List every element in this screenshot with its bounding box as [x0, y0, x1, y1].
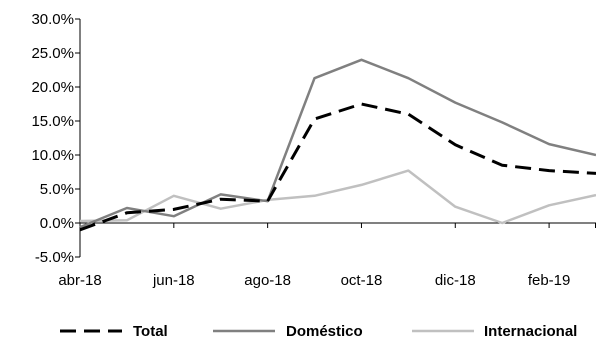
x-tick-label: dic-18	[435, 272, 476, 289]
y-tick-label: 30.0%	[31, 11, 74, 28]
y-tick-label: 0.0%	[40, 215, 74, 232]
x-tick-label: abr-18	[58, 272, 101, 289]
y-tick-label: -5.0%	[35, 249, 74, 266]
x-tick-label: ago-18	[244, 272, 291, 289]
legend-item: Doméstico	[213, 323, 363, 340]
series-line-domestico	[79, 58, 596, 229]
legend-item: Total	[60, 323, 168, 340]
series-line-total	[79, 102, 596, 232]
legend-item: Internacional	[412, 323, 577, 340]
y-tick-label: 5.0%	[40, 181, 74, 198]
series-layer	[79, 58, 596, 232]
x-tick-label: oct-18	[341, 272, 383, 289]
x-axis: abr-18 jun-18 ago-18 oct-18 dic-18 feb-19	[58, 222, 596, 289]
y-axis: 30.0% 25.0% 20.0% 15.0% 10.0% 5.0% 0.0% -5.0%	[31, 11, 81, 266]
x-tick-label: jun-18	[152, 272, 195, 289]
legend: Total Doméstico Internacional	[60, 323, 577, 340]
y-tick-label: 25.0%	[31, 45, 74, 62]
y-tick-label: 15.0%	[31, 113, 74, 130]
legend-label: Doméstico	[286, 323, 363, 340]
legend-label: Internacional	[484, 323, 577, 340]
x-tick-label: feb-19	[528, 272, 571, 289]
y-tick-label: 20.0%	[31, 79, 74, 96]
y-tick-label: 10.0%	[31, 147, 74, 164]
legend-label: Total	[133, 323, 168, 340]
series-line-internacional	[79, 169, 596, 225]
